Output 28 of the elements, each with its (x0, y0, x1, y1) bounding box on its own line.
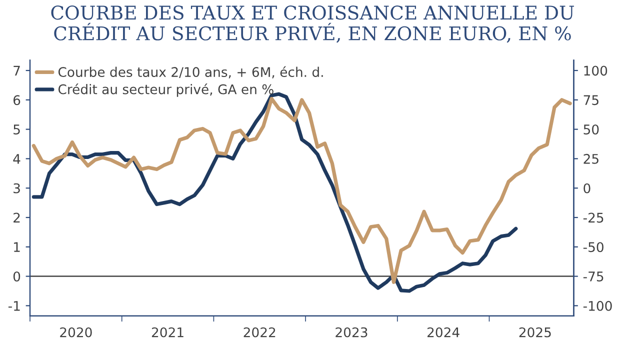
x-tick-label: 2021 (152, 327, 184, 338)
y2-tick-label: -75 (583, 272, 604, 282)
y2-tick-label: 50 (584, 124, 599, 134)
line-series (32, 96, 572, 284)
y-tick-label: 1 (14, 242, 20, 252)
legend-label: Courbe des taux 2/10 ans, + 6M, éch. d. (58, 66, 323, 78)
x-tick-label: 2022 (244, 327, 276, 338)
y-tick-label: 7 (14, 66, 20, 76)
y-tick-label: 2 (14, 212, 20, 223)
y2-tick-label: -50 (583, 242, 604, 252)
x-tick-label: 2020 (60, 327, 92, 338)
y-tick-label: 4 (13, 154, 20, 164)
legend-label: Crédit au secteur privé, GA en % (58, 84, 274, 97)
y-tick-label: 3 (14, 183, 20, 194)
y-tick-label: 0 (13, 272, 20, 282)
x-tick-label: 2023 (336, 327, 368, 338)
y2-tick-label: -25 (583, 212, 604, 223)
y2-tick-label: 25 (584, 154, 598, 164)
x-tick-label: 2024 (428, 327, 460, 338)
y-tick-label: -1 (8, 301, 20, 311)
y-tick-label: 5 (14, 124, 20, 134)
y-tick-label: 6 (14, 95, 20, 106)
y2-tick-label: 0 (584, 183, 590, 194)
chart-title: COURBE DES TAUX ET CROISSANCE ANNUELLE DU CRÉDIT AU SECTEUR PRIVÉ, EN ZONE EURO, EN % (51, 6, 574, 43)
y2-tick-label: 75 (584, 95, 598, 106)
x-tick-label: 2025 (519, 327, 551, 338)
y2-tick-label: 100 (584, 66, 608, 76)
y2-tick-label: -100 (583, 300, 612, 311)
